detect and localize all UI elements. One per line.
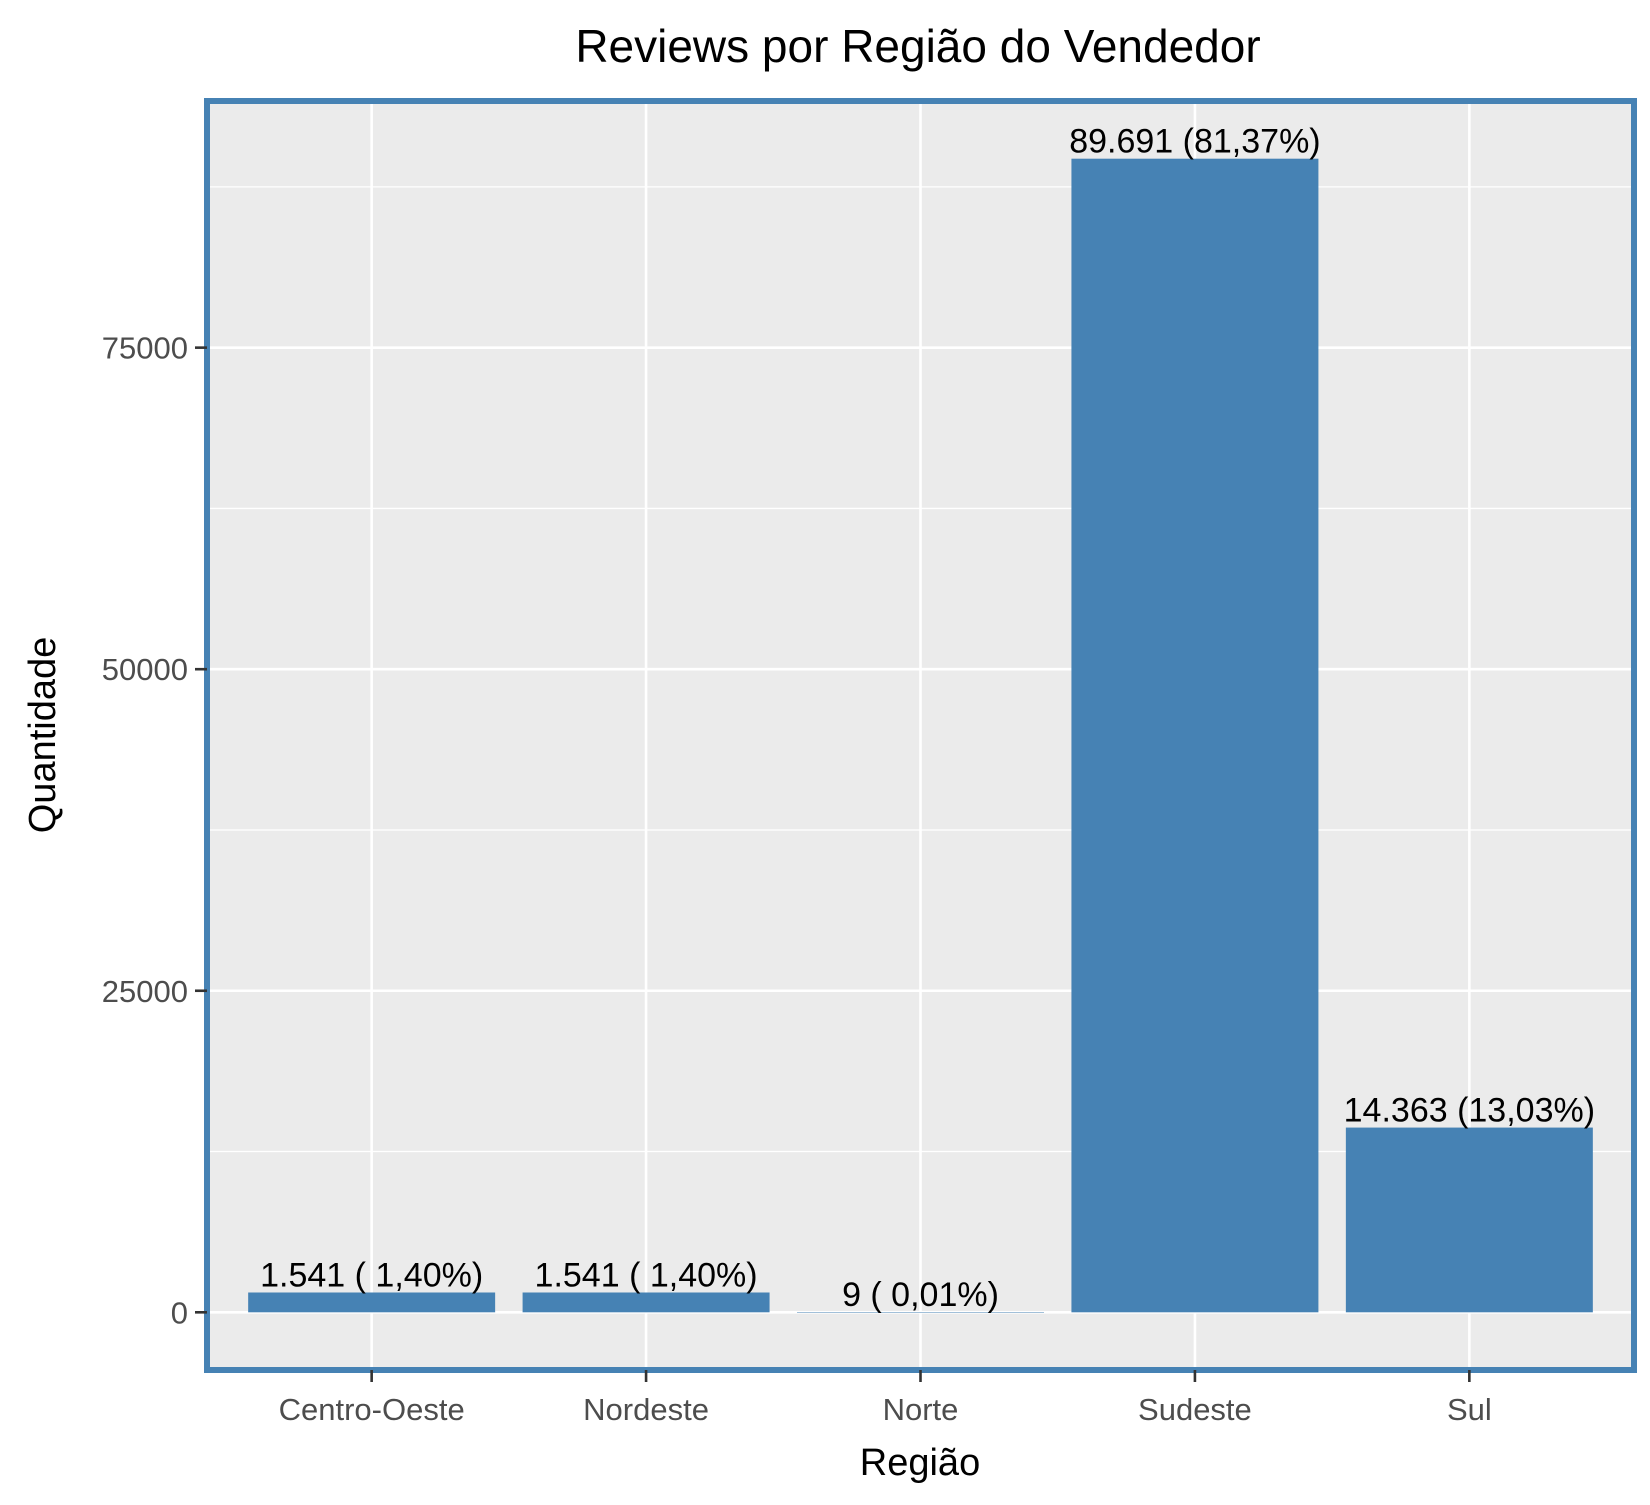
bar [248, 1292, 496, 1313]
data-label: 14.363 (13,03%) [1344, 1092, 1595, 1130]
bar [522, 1292, 770, 1313]
bars-group [248, 158, 1593, 1313]
major-gridlines [207, 101, 1634, 1370]
data-label: 1.541 ( 1,40%) [535, 1256, 758, 1294]
x-tick-label: Sudeste [1138, 1392, 1252, 1427]
bar [1345, 1127, 1593, 1313]
x-tick-label: Sul [1447, 1392, 1492, 1427]
data-label: 9 ( 0,01%) [842, 1276, 999, 1314]
bar [797, 1312, 1044, 1313]
x-axis-title: Região [860, 1442, 980, 1484]
y-tick-label: 75000 [102, 331, 188, 366]
x-tick-label: Centro-Oeste [279, 1392, 465, 1427]
bar [1071, 158, 1319, 1313]
data-label: 1.541 ( 1,40%) [260, 1256, 483, 1294]
y-tick-label: 0 [171, 1295, 188, 1330]
chart-title: Reviews por Região do Vendedor [575, 20, 1260, 72]
y-tick-label: 50000 [102, 652, 188, 687]
y-axis-title: Quantidade [22, 637, 64, 834]
x-axis: Centro-Oeste Nordeste Norte Sudeste Sul [279, 1370, 1492, 1427]
data-label: 89.691 (81,37%) [1069, 123, 1320, 161]
x-tick-label: Norte [883, 1392, 959, 1427]
y-tick-label: 25000 [102, 974, 188, 1009]
y-axis: 0 25000 50000 75000 [102, 331, 207, 1330]
data-labels-group: 1.541 ( 1,40%) 1.541 ( 1,40%) 9 ( 0,01%) 89… [260, 123, 1595, 1315]
x-tick-label: Nordeste [583, 1392, 709, 1427]
